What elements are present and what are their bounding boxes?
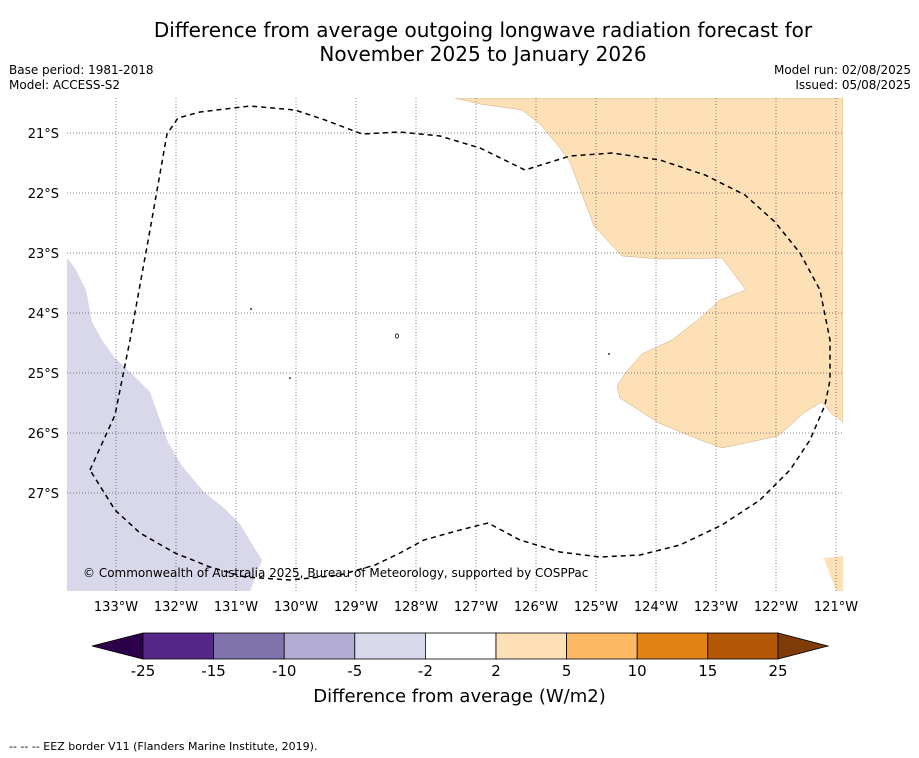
lon-label: 133°W xyxy=(94,600,138,615)
colorbar-tick: -15 xyxy=(201,662,226,680)
colorbar-tick: -25 xyxy=(131,662,156,680)
colorbar-segment xyxy=(495,632,567,660)
colorbar-tick-labels: -25 -15 -10 -5 -2 2 5 10 15 25 xyxy=(131,662,788,680)
colorbar-tick: -10 xyxy=(272,662,297,680)
lon-label: 129°W xyxy=(334,600,378,615)
title-line-1: Difference from average outgoing longwav… xyxy=(153,18,813,42)
colorbar-segment xyxy=(636,632,709,660)
base-period: Base period: 1981-2018 xyxy=(9,63,154,77)
lat-label: 22°S xyxy=(28,187,59,202)
colorbar-extend-low xyxy=(91,632,144,660)
colorbar-tick: -5 xyxy=(347,662,362,680)
lon-label: 132°W xyxy=(154,600,198,615)
lon-label: 121°W xyxy=(814,600,858,615)
colorbar xyxy=(91,632,830,660)
latitude-gridlines xyxy=(67,132,843,494)
colorbar-extend-high xyxy=(777,632,830,660)
copyright-notice: © Commonwealth of Australia 2025, Bureau… xyxy=(83,566,588,580)
model-name: Model: ACCESS-S2 xyxy=(9,78,121,92)
colorbar-tick: 25 xyxy=(768,662,787,680)
meta-right: Model run: 02/08/2025 Issued: 05/08/2025 xyxy=(774,63,911,93)
colorbar-segment xyxy=(424,632,497,660)
issued-date: Issued: 05/08/2025 xyxy=(795,78,911,92)
lon-label: 130°W xyxy=(274,600,318,615)
lon-label: 122°W xyxy=(754,600,798,615)
lon-label: 125°W xyxy=(574,600,618,615)
colorbar-tick: 10 xyxy=(628,662,647,680)
colorbar-segment xyxy=(354,632,426,660)
footnote: -- -- -- EEZ border V11 (Flanders Marine… xyxy=(9,740,318,753)
meta-left: Base period: 1981-2018 Model: ACCESS-S2 xyxy=(9,63,154,93)
colorbar-segment xyxy=(283,632,356,660)
island-marker xyxy=(608,353,610,355)
colorbar-tick: -2 xyxy=(418,662,433,680)
map-panel xyxy=(67,98,843,591)
lon-label: 127°W xyxy=(454,600,498,615)
lat-label: 25°S xyxy=(28,367,59,382)
lon-label: 123°W xyxy=(694,600,738,615)
lat-label: 24°S xyxy=(28,307,59,322)
longitude-gridlines xyxy=(115,98,837,591)
lon-label: 128°W xyxy=(394,600,438,615)
island-marker xyxy=(250,308,252,310)
colorbar-segment xyxy=(213,632,285,660)
latitude-labels: 21°S 22°S 23°S 24°S 25°S 26°S 27°S xyxy=(28,127,59,502)
lon-label: 124°W xyxy=(634,600,678,615)
island-marker xyxy=(394,333,399,339)
lat-label: 21°S xyxy=(28,127,59,142)
lon-label: 126°W xyxy=(514,600,558,615)
lon-label: 131°W xyxy=(214,600,258,615)
eez-border xyxy=(89,105,831,581)
colorbar-title: Difference from average (W/m2) xyxy=(313,686,606,707)
longitude-labels: 133°W 132°W 131°W 130°W 129°W 128°W 127°… xyxy=(94,600,858,615)
colorbar-segment xyxy=(707,632,779,660)
anomaly-region-positive-small xyxy=(824,556,843,591)
island-marker xyxy=(289,377,291,379)
colorbar-tick: 2 xyxy=(491,662,501,680)
colorbar-segment xyxy=(566,632,638,660)
colorbar-segment xyxy=(142,632,214,660)
lat-label: 26°S xyxy=(28,427,59,442)
chart-title: Difference from average outgoing longwav… xyxy=(0,18,919,66)
lat-label: 23°S xyxy=(28,247,59,262)
colorbar-tick: 5 xyxy=(562,662,572,680)
lat-label: 27°S xyxy=(28,487,59,502)
model-run: Model run: 02/08/2025 xyxy=(773,63,911,77)
anomaly-region-negative xyxy=(67,258,262,591)
colorbar-tick: 15 xyxy=(698,662,717,680)
title-line-2: November 2025 to January 2026 xyxy=(319,42,647,66)
